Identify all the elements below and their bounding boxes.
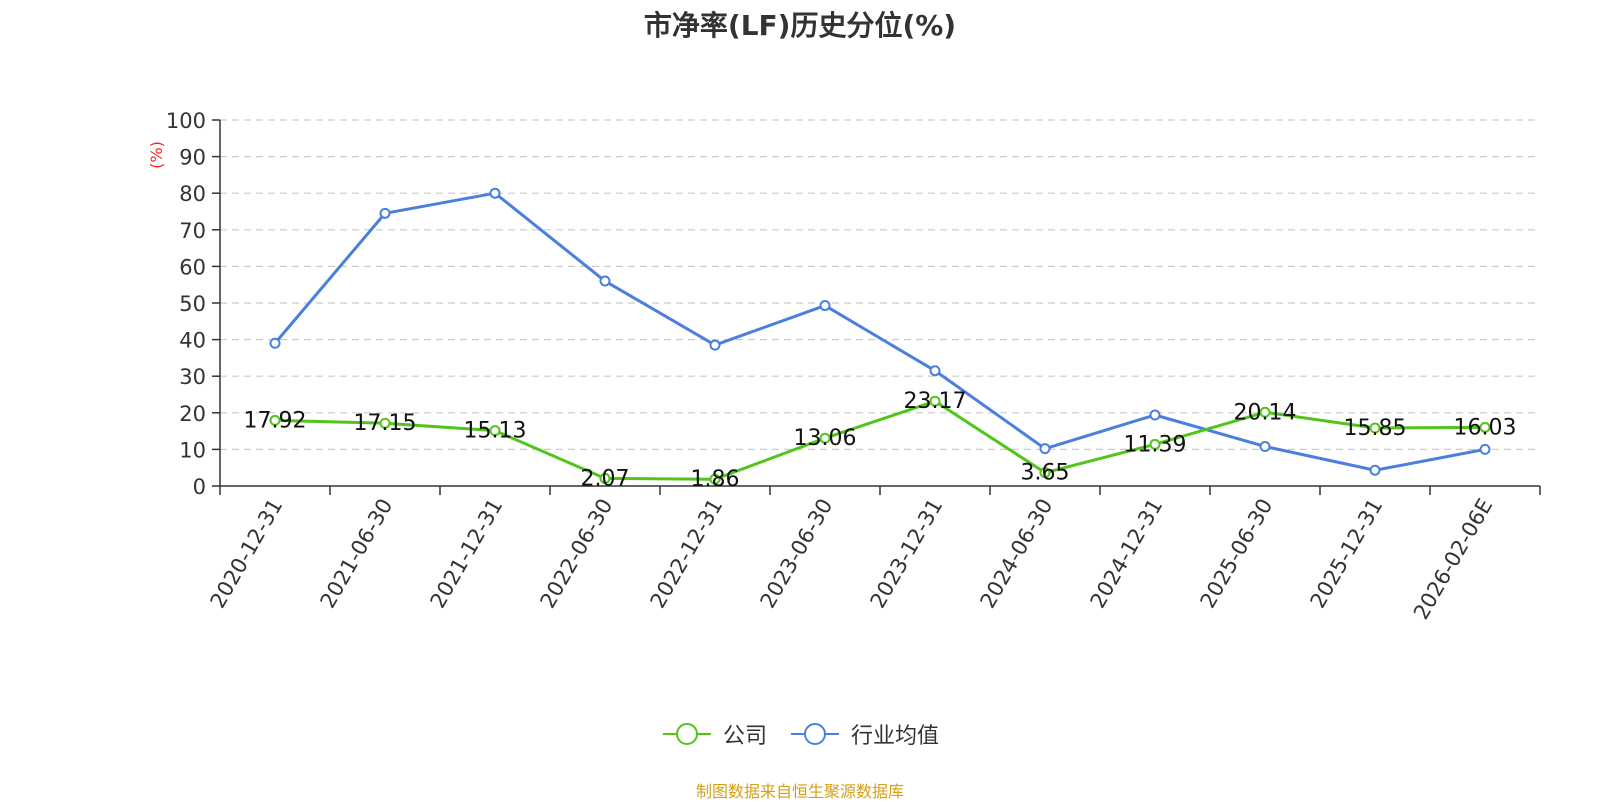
x-tick-label: 2022-06-30 bbox=[536, 495, 618, 613]
axes: 0 10 20 30 40 50 60 70 80 90 100(%) 2020-12-31 2021-… bbox=[147, 109, 1541, 624]
x-tick-label: 2024-12-31 bbox=[1086, 495, 1168, 613]
data-point bbox=[819, 300, 831, 312]
x-tick-label: 2021-12-31 bbox=[426, 495, 508, 613]
data-labels: 17.92 17.15 15.13 2.07 1.86 13.06 23.17 3.65 11.… bbox=[244, 389, 1517, 492]
y-tick-label: 40 bbox=[179, 329, 206, 353]
data-label: 17.92 bbox=[244, 408, 307, 433]
data-point bbox=[269, 337, 281, 349]
data-point bbox=[379, 417, 391, 429]
data-label: 20.14 bbox=[1234, 400, 1297, 425]
source-note: 制图数据来自恒生聚源数据库 bbox=[695, 782, 904, 801]
data-label: 17.15 bbox=[354, 411, 417, 436]
data-point bbox=[1149, 409, 1161, 421]
x-tick-label: 2022-12-31 bbox=[646, 495, 728, 613]
x-tick-label: 2026-02-06E bbox=[1409, 495, 1497, 624]
data-point bbox=[269, 414, 281, 426]
legend: 公司 行业均值 bbox=[0, 718, 1600, 750]
legend-label: 行业均值 bbox=[851, 724, 940, 749]
chart-title: 市净率(LF)历史分位(%) bbox=[643, 9, 957, 42]
data-point bbox=[929, 395, 941, 407]
grid-lines bbox=[220, 119, 1540, 450]
x-tick-label: 2023-12-31 bbox=[866, 495, 948, 613]
data-point bbox=[709, 473, 721, 485]
x-tick-label: 2023-06-30 bbox=[756, 495, 838, 613]
y-tick-label: 50 bbox=[179, 292, 206, 316]
legend-marker-icon bbox=[662, 723, 711, 745]
data-label: 13.06 bbox=[794, 426, 857, 451]
data-point bbox=[1479, 443, 1491, 455]
y-axis-label: (%) bbox=[147, 141, 166, 169]
data-label: 1.86 bbox=[691, 467, 740, 492]
data-point bbox=[599, 472, 611, 484]
data-point bbox=[489, 187, 501, 199]
series-line bbox=[273, 191, 1486, 472]
x-tick-label: 2020-12-31 bbox=[206, 495, 288, 613]
data-point bbox=[819, 432, 831, 444]
data-label: 23.17 bbox=[904, 389, 967, 414]
y-tick-label: 0 bbox=[193, 475, 206, 499]
data-point bbox=[709, 339, 721, 351]
data-point bbox=[1149, 438, 1161, 450]
x-tick-label: 2021-06-30 bbox=[316, 495, 398, 613]
y-tick-label: 100 bbox=[166, 109, 206, 133]
data-point bbox=[379, 207, 391, 219]
data-point bbox=[1259, 440, 1271, 452]
legend-label: 公司 bbox=[722, 724, 767, 749]
x-tick-label: 2024-06-30 bbox=[976, 495, 1058, 613]
data-label: 3.65 bbox=[1021, 461, 1070, 486]
y-tick-label: 90 bbox=[179, 146, 206, 170]
y-tick-label: 80 bbox=[179, 182, 206, 206]
y-tick-label: 10 bbox=[179, 438, 206, 462]
data-point bbox=[929, 365, 941, 377]
data-label: 11.39 bbox=[1124, 432, 1187, 457]
data-point bbox=[1479, 421, 1491, 433]
legend-item[interactable]: 行业均值 bbox=[789, 718, 939, 750]
legend-item[interactable]: 公司 bbox=[661, 718, 767, 750]
data-point bbox=[1039, 443, 1051, 455]
series-lines bbox=[269, 187, 1491, 485]
data-point bbox=[1369, 464, 1381, 476]
y-tick-label: 70 bbox=[179, 219, 206, 243]
legend-marker-icon bbox=[791, 723, 839, 745]
data-point bbox=[599, 275, 611, 287]
data-label: 16.03 bbox=[1454, 415, 1517, 440]
data-point bbox=[1039, 467, 1051, 479]
data-point bbox=[1369, 422, 1381, 434]
data-point bbox=[1259, 406, 1271, 418]
x-tick-label: 2025-06-30 bbox=[1196, 495, 1278, 613]
data-label: 15.13 bbox=[464, 419, 527, 444]
data-label: 15.85 bbox=[1344, 416, 1407, 441]
data-label: 2.07 bbox=[581, 466, 630, 491]
y-tick-label: 30 bbox=[179, 365, 206, 389]
y-tick-label: 60 bbox=[179, 255, 206, 279]
y-tick-label: 20 bbox=[179, 402, 206, 426]
x-tick-label: 2025-12-31 bbox=[1306, 495, 1388, 613]
series-line bbox=[274, 399, 1486, 481]
data-point bbox=[489, 425, 501, 437]
